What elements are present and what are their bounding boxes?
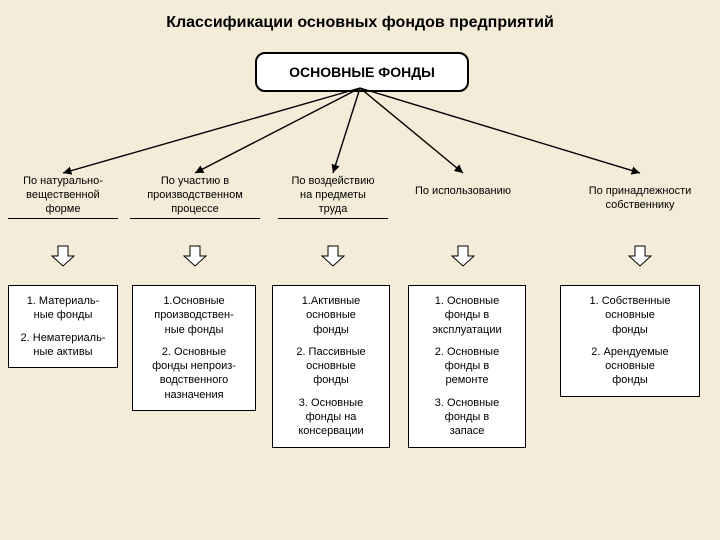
leaf-item: 2. Основныефонды времонте	[411, 345, 523, 388]
diagram-title: Классификации основных фондов предприяти…	[0, 14, 720, 32]
leaf-item: 1. Основныефонды вэксплуатации	[411, 294, 523, 337]
category-production: По участию впроизводственномпроцессе	[130, 175, 260, 219]
leaf-item: 2. Пассивныеосновныефонды	[275, 345, 387, 388]
down-arrow-icon	[451, 245, 475, 267]
category-ownership: По принадлежностисобственнику	[570, 175, 710, 213]
leaf-natural-form: 1. Материаль-ные фонды 2. Нематериаль-ные…	[8, 285, 118, 368]
category-natural-form: По натурально-вещественнойформе	[8, 175, 118, 219]
leaf-ownership: 1. Собственныеосновныефонды 2. Арендуемые…	[560, 285, 700, 397]
leaf-usage: 1. Основныефонды вэксплуатации 2. Основны…	[408, 285, 526, 448]
leaf-impact: 1.Активныеосновныефонды 2. Пассивныеоснов…	[272, 285, 390, 448]
leaf-item: 2. Основныефонды непроиз-водственногоназ…	[135, 345, 253, 402]
leaf-item: 1. Собственныеосновныефонды	[563, 294, 697, 337]
leaf-item: 3. Основныефонды наконсервации	[275, 396, 387, 439]
leaf-production: 1.Основныепроизводствен-ные фонды 2. Осно…	[132, 285, 256, 411]
leaf-item: 3. Основныефонды взапасе	[411, 396, 523, 439]
leaf-item: 1.Активныеосновныефонды	[275, 294, 387, 337]
category-usage: По использованию	[398, 175, 528, 199]
down-arrow-icon	[321, 245, 345, 267]
category-impact: По воздействиюна предметытруда	[278, 175, 388, 219]
leaf-item: 2. Нематериаль-ные активы	[11, 331, 115, 360]
down-arrow-icon	[628, 245, 652, 267]
root-node: ОСНОВНЫЕ ФОНДЫ	[255, 52, 469, 92]
down-arrow-icon	[51, 245, 75, 267]
down-arrow-icon	[183, 245, 207, 267]
leaf-item: 1.Основныепроизводствен-ные фонды	[135, 294, 253, 337]
leaf-item: 2. Арендуемыеосновныефонды	[563, 345, 697, 388]
leaf-item: 1. Материаль-ные фонды	[11, 294, 115, 323]
